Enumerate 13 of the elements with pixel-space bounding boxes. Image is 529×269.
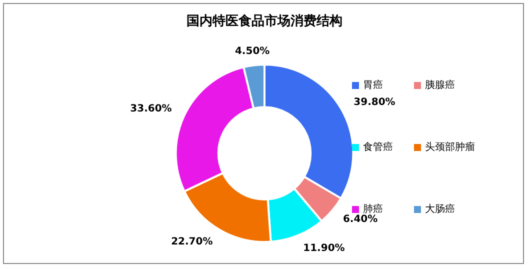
legend-label: 肺癌 (363, 202, 383, 215)
legend-label: 胰腺癌 (425, 78, 455, 92)
legend-label: 食管癌 (363, 140, 393, 154)
data-label: 33.60% (130, 104, 172, 115)
legend-label: 胃癌 (363, 78, 383, 92)
data-label: 6.40% (342, 214, 378, 226)
data-label: 11.90% (303, 243, 345, 254)
legend-label: 头颈部肿瘤 (425, 140, 475, 154)
data-label: 39.80% (354, 96, 396, 108)
legend-label: 大肠癌 (425, 202, 455, 216)
data-label: 4.50% (234, 46, 270, 57)
chart-title: 国内特医食品市场消费结构 (186, 13, 342, 30)
data-label: 22.70% (171, 236, 213, 248)
